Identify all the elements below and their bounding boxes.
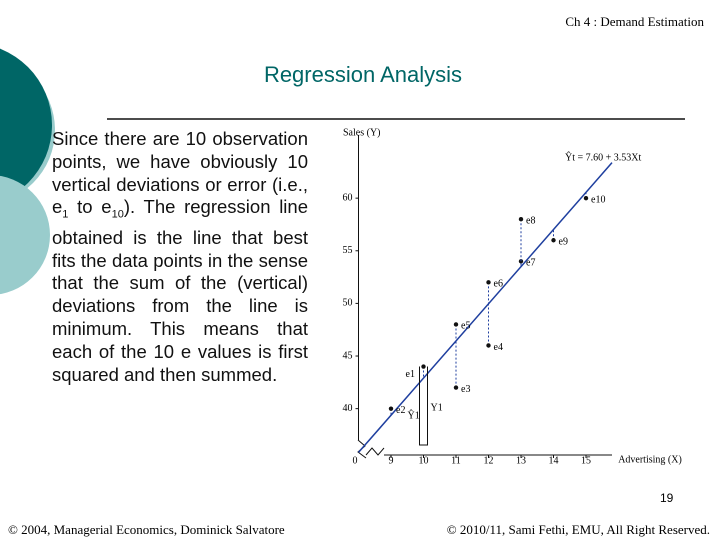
point (388, 406, 394, 411)
x-tick-label: 15 (581, 455, 591, 466)
point (583, 195, 589, 201)
decor-circle (0, 43, 52, 207)
subscript: 10 (111, 209, 124, 222)
footer-right: © 2010/11, Sami Fethi, EMU, All Right Re… (446, 522, 710, 537)
page-number: 19 (660, 491, 674, 505)
axis-break (365, 447, 385, 456)
point-label: e1 (406, 369, 415, 380)
y-tick-label: 40 (343, 403, 353, 414)
y-tick-label: 55 (343, 245, 353, 256)
point-label: e5 (461, 321, 470, 332)
annotation: Ŷ1 (408, 409, 420, 421)
text: Since there are 10 observation points, w… (52, 128, 308, 218)
point (551, 238, 556, 243)
regression-line (357, 162, 613, 453)
point-label: e10 (591, 194, 605, 205)
chapter: Ch 4 : Demand Estimation (565, 14, 704, 29)
point (453, 322, 459, 327)
point (518, 259, 524, 264)
x-tick-label: 13 (516, 455, 526, 466)
x-tick-label: 12 (484, 455, 494, 466)
text: ). The regression line obtained is the l… (52, 196, 308, 385)
point-label: e4 (494, 342, 503, 353)
y-tick-label: 45 (343, 350, 353, 361)
point-label: e7 (526, 258, 535, 269)
x-tick-label: 11 (451, 455, 461, 466)
body-text: Since there are 10 observation points, w… (52, 128, 308, 386)
subscript: 1 (62, 209, 69, 222)
point (421, 364, 426, 369)
title: Regression Analysis (263, 62, 463, 87)
x-axis-label: Advertising (X) (618, 454, 682, 465)
point-label: e2 (396, 405, 405, 416)
point-label: e6 (494, 279, 503, 290)
text: to e (68, 196, 112, 218)
x-tick-label: 10 (419, 455, 429, 466)
point-label: e8 (526, 215, 535, 226)
decor-circle (0, 175, 50, 295)
x-tick-label: 14 (549, 455, 559, 466)
x-tick-label: 9 (389, 455, 394, 466)
y-tick-label: 50 (343, 298, 353, 309)
point (486, 343, 491, 348)
y-tick-label: 60 (343, 192, 353, 203)
bracket (419, 366, 428, 446)
axis-break-label: 0 (353, 455, 358, 466)
point-label: e9 (559, 237, 568, 248)
y-axis-label: Sales (Y) (343, 127, 381, 138)
point (453, 385, 459, 390)
footer-left: © 2004, Managerial Economics, Dominick S… (8, 522, 285, 537)
point (486, 280, 491, 285)
point-label: e3 (461, 384, 470, 395)
annotation: Y1 (431, 402, 443, 413)
point (518, 216, 524, 222)
equation: Ŷt = 7.60 + 3.53Xt (565, 151, 642, 163)
